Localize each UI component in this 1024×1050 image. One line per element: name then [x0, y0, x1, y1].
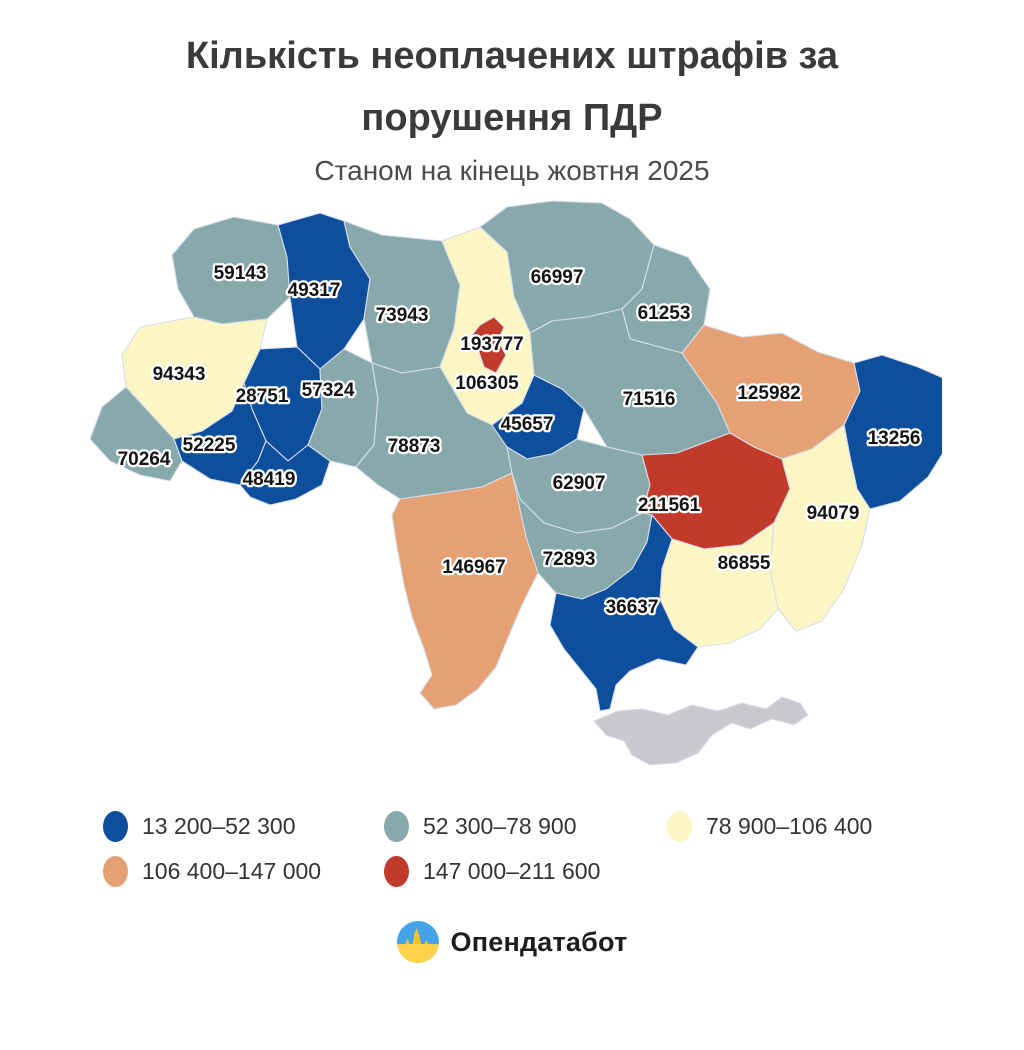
region-value-label: 78873: [388, 436, 441, 457]
region-value-label: 61253: [638, 303, 691, 324]
legend-swatch-teal: [384, 811, 409, 843]
region-value-label: 49317: [288, 280, 341, 301]
region-chernivtsi: [239, 440, 331, 506]
legend-item-3: 78 900–106 400: [667, 811, 1024, 843]
legend-label: 147 000–211 600: [423, 858, 601, 885]
region-value-label: 146967: [442, 557, 505, 578]
legend-swatch-pale-yellow: [667, 811, 692, 843]
legend-swatch-dark-blue: [103, 811, 128, 843]
page-subtitle: Станом на кінець жовтня 2025: [314, 155, 710, 187]
map-svg: 59143 49317 73943 66997 61253 106305 193…: [89, 200, 942, 766]
brand-name: Опендатабот: [450, 926, 628, 957]
legend-label: 106 400–147 000: [142, 858, 322, 885]
region-value-label: 45657: [501, 414, 554, 435]
legend-label: 52 300–78 900: [423, 813, 577, 840]
legend-swatch-red: [384, 856, 409, 888]
region-rivne: [277, 212, 371, 370]
legend-swatch-orange: [103, 856, 128, 888]
legend-item-1: 13 200–52 300: [103, 811, 384, 843]
title-line-1: Кількість неоплачених штрафів за: [185, 35, 839, 77]
region-value-label: 36637: [606, 597, 659, 618]
legend-label: 13 200–52 300: [142, 813, 296, 840]
region-value-label: 59143: [214, 263, 267, 284]
ukraine-choropleth-map: 59143 49317 73943 66997 61253 106305 193…: [82, 197, 942, 777]
legend-item-2: 52 300–78 900: [384, 811, 667, 843]
legend-item-4: 106 400–147 000: [103, 856, 384, 888]
region-value-label: 193777: [460, 334, 523, 355]
region-value-label: 106305: [455, 373, 519, 394]
region-value-label: 125982: [737, 383, 800, 404]
region-ivano-frankivsk: [173, 382, 267, 486]
region-value-label: 57324: [302, 380, 355, 401]
region-crimea: [593, 696, 809, 766]
page-title: Кількість неоплачених штрафів за порушен…: [0, 26, 1024, 149]
region-value-label: 86855: [718, 553, 771, 574]
legend-label: 78 900–106 400: [706, 813, 873, 840]
region-value-label: 13256: [868, 428, 921, 449]
region-value-label: 73943: [376, 305, 429, 326]
footer: Опендатабот: [0, 921, 1024, 964]
region-value-label: 72893: [543, 549, 596, 570]
opendatabot-logo-icon: [396, 921, 439, 964]
legend-item-5: 147 000–211 600: [384, 856, 667, 888]
region-value-label: 94343: [153, 364, 206, 385]
region-value-label: 71516: [623, 389, 676, 410]
region-value-label: 28751: [236, 386, 289, 407]
region-odesa: [391, 472, 539, 710]
region-value-label: 52225: [183, 435, 236, 456]
legend: 13 200–52 300 52 300–78 900 78 900–106 4…: [103, 811, 1024, 888]
title-line-2: порушення ПДР: [361, 96, 663, 139]
region-value-label: 66997: [531, 267, 584, 288]
region-value-label: 62907: [553, 473, 606, 494]
region-value-label: 48419: [243, 469, 296, 490]
region-value-label: 94079: [807, 503, 860, 524]
region-value-label: 211561: [638, 495, 701, 516]
region-kherson: [549, 514, 699, 712]
region-value-label: 70264: [118, 449, 171, 470]
region-kyiv-city: [471, 316, 507, 374]
